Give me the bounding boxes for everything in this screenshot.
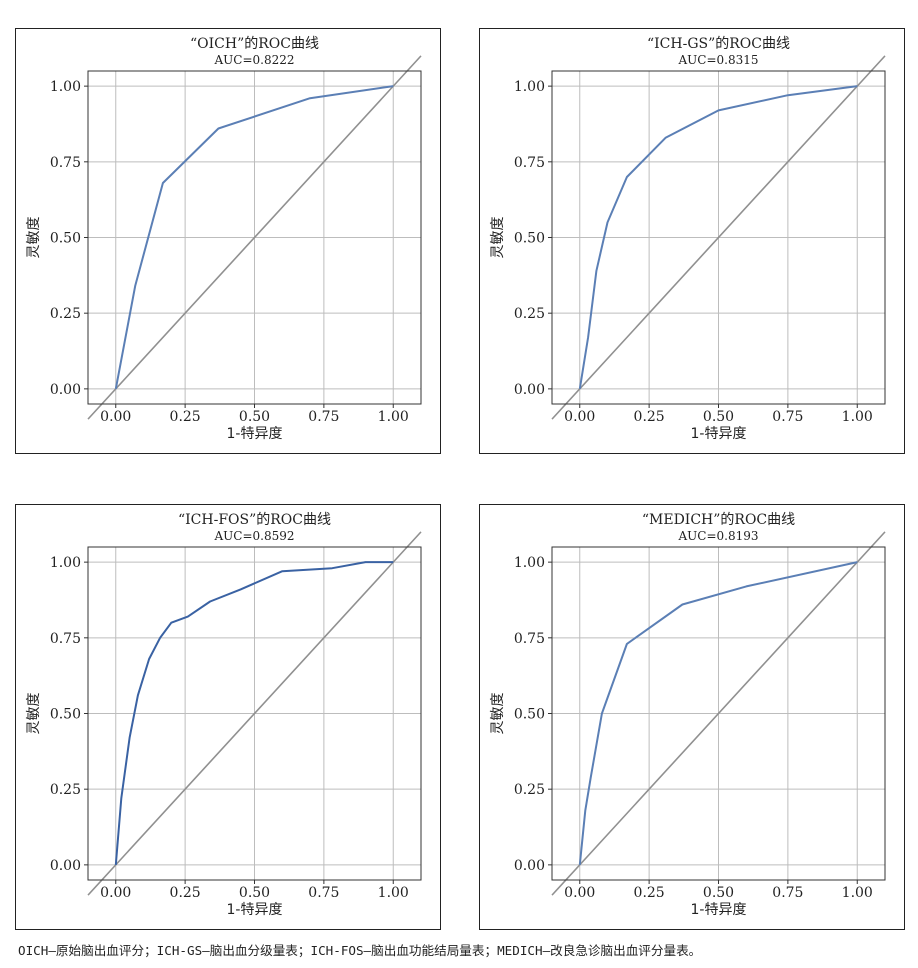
x-axis-label: 1-特异度 xyxy=(227,902,283,918)
x-tick-label: 0.75 xyxy=(308,885,339,901)
x-tick-label: 0.50 xyxy=(703,885,734,901)
roc-panel-medich: “MEDICH”的ROC曲线 AUC=0.8193 0.00 0.25 0.50 0.75… xyxy=(479,504,905,930)
chart-title: “ICH-GS”的ROC曲线 xyxy=(647,36,790,52)
y-axis-label: 灵敏度 xyxy=(26,693,42,735)
y-tick-label: 0.00 xyxy=(50,382,81,398)
roc-panel-ich-fos: “ICH-FOS”的ROC曲线 AUC=0.8592 0.00 0.25 0.50 0.7… xyxy=(15,504,441,930)
y-tick-label: 0.50 xyxy=(514,707,545,723)
x-tick-label: 0.75 xyxy=(308,409,339,425)
x-tick-label: 0.00 xyxy=(564,885,595,901)
x-axis-label: 1-特异度 xyxy=(691,902,747,918)
x-tick-label: 0.00 xyxy=(100,409,131,425)
chart-subtitle: AUC=0.8222 xyxy=(213,53,294,67)
y-tick-label: 0.25 xyxy=(514,306,545,322)
x-tick-label: 1.00 xyxy=(842,885,873,901)
y-tick-label: 0.00 xyxy=(50,858,81,874)
x-tick-label: 0.50 xyxy=(239,409,270,425)
y-tick-label: 0.50 xyxy=(50,707,81,723)
chart-title: “MEDICH”的ROC曲线 xyxy=(642,512,795,528)
x-tick-label: 0.25 xyxy=(634,885,665,901)
x-tick-label: 0.50 xyxy=(703,409,734,425)
y-tick-label: 0.25 xyxy=(514,782,545,798)
reference-diagonal xyxy=(551,55,886,420)
y-tick-label: 0.25 xyxy=(50,306,81,322)
y-tick-label: 0.75 xyxy=(50,631,81,647)
reference-diagonal xyxy=(87,531,422,896)
x-tick-label: 1.00 xyxy=(842,409,873,425)
y-tick-label: 0.50 xyxy=(514,231,545,247)
x-tick-label: 0.25 xyxy=(634,409,665,425)
chart-subtitle: AUC=0.8592 xyxy=(213,529,294,543)
y-axis-label: 灵敏度 xyxy=(26,217,42,259)
y-tick-label: 1.00 xyxy=(514,555,545,571)
roc-curve xyxy=(578,561,858,866)
y-axis-label: 灵敏度 xyxy=(490,693,506,735)
chart-title: “OICH”的ROC曲线 xyxy=(190,36,319,52)
x-tick-label: 0.75 xyxy=(772,885,803,901)
x-axis-label: 1-特异度 xyxy=(691,426,747,442)
roc-curve xyxy=(578,85,858,390)
y-tick-label: 0.00 xyxy=(514,382,545,398)
reference-diagonal xyxy=(87,55,422,420)
roc-panel-oich: “OICH”的ROC曲线 AUC=0.8222 0.00 0.25 0.50 0.75 1.… xyxy=(15,28,441,454)
y-tick-label: 0.50 xyxy=(50,231,81,247)
chart-title: “ICH-FOS”的ROC曲线 xyxy=(178,512,331,528)
y-tick-label: 1.00 xyxy=(514,79,545,95)
y-axis-label: 灵敏度 xyxy=(490,217,506,259)
x-tick-label: 0.75 xyxy=(772,409,803,425)
y-tick-label: 0.75 xyxy=(50,155,81,171)
x-tick-label: 0.25 xyxy=(170,885,201,901)
x-tick-label: 0.25 xyxy=(170,409,201,425)
x-tick-label: 0.00 xyxy=(100,885,131,901)
roc-panel-ich-gs: “ICH-GS”的ROC曲线 AUC=0.8315 0.00 0.25 0.50 0.75… xyxy=(479,28,905,454)
chart-subtitle: AUC=0.8193 xyxy=(677,529,758,543)
y-tick-label: 0.75 xyxy=(514,155,545,171)
y-tick-label: 0.75 xyxy=(514,631,545,647)
x-tick-label: 1.00 xyxy=(378,409,409,425)
roc-curve xyxy=(114,85,394,390)
roc-curve xyxy=(114,561,394,865)
figure-caption: OICH—原始脑出血评分；ICH-GS—脑出血分级量表；ICH-FOS—脑出血功… xyxy=(18,943,702,958)
chart-subtitle: AUC=0.8315 xyxy=(677,53,758,67)
x-tick-label: 0.00 xyxy=(564,409,595,425)
y-tick-label: 1.00 xyxy=(50,79,81,95)
x-tick-label: 1.00 xyxy=(378,885,409,901)
y-tick-label: 0.25 xyxy=(50,782,81,798)
y-tick-label: 1.00 xyxy=(50,555,81,571)
reference-diagonal xyxy=(551,531,886,896)
y-tick-label: 0.00 xyxy=(514,858,545,874)
x-axis-label: 1-特异度 xyxy=(227,426,283,442)
x-tick-label: 0.50 xyxy=(239,885,270,901)
